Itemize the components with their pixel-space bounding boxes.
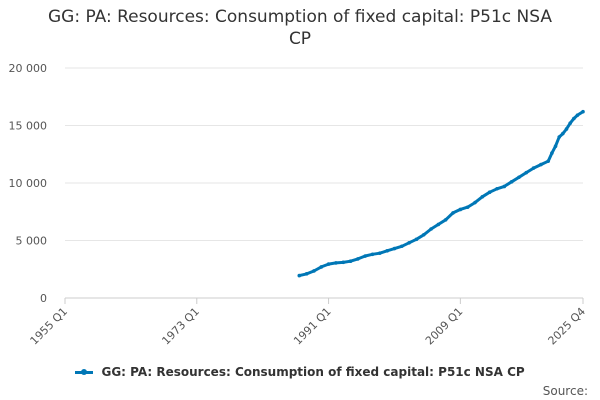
- x-tick-label: 1973 Q1: [159, 305, 202, 348]
- data-point[interactable]: [487, 190, 492, 194]
- data-point[interactable]: [557, 135, 562, 139]
- y-tick-label: 0: [40, 292, 47, 305]
- source-label: Source:: [542, 384, 588, 398]
- data-point[interactable]: [429, 227, 433, 231]
- data-point[interactable]: [399, 244, 404, 249]
- data-point[interactable]: [473, 200, 477, 205]
- data-point[interactable]: [312, 269, 316, 273]
- data-point[interactable]: [451, 211, 455, 215]
- data-point[interactable]: [304, 272, 309, 276]
- y-axis-tick-labels: 0 5 000 10 000 15 000 20 000: [9, 62, 48, 305]
- x-tick-label: 2009 Q1: [423, 305, 466, 348]
- legend-label: GG: PA: Resources: Consumption of fixed …: [101, 365, 525, 379]
- data-point[interactable]: [553, 144, 558, 148]
- data-point[interactable]: [495, 186, 499, 191]
- data-point[interactable]: [297, 273, 302, 278]
- data-point[interactable]: [575, 113, 580, 117]
- x-axis: 1955 Q1 1973 Q1 1991 Q1 2009 Q1 2025 Q4: [28, 297, 589, 348]
- data-point[interactable]: [572, 116, 576, 121]
- data-point[interactable]: [458, 207, 463, 212]
- data-point[interactable]: [517, 175, 521, 180]
- data-point[interactable]: [480, 195, 485, 199]
- data-point[interactable]: [348, 259, 353, 264]
- data-point[interactable]: [502, 184, 507, 189]
- data-point[interactable]: [436, 222, 441, 227]
- data-point[interactable]: [385, 249, 389, 253]
- y-tick-label: 5 000: [16, 235, 48, 248]
- y-tick-label: 20 000: [9, 62, 48, 75]
- data-point[interactable]: [319, 265, 324, 269]
- chart-title: GG: PA: Resources: Consumption of fixed …: [0, 6, 600, 50]
- data-point[interactable]: [392, 246, 397, 251]
- series-line[interactable]: [297, 110, 585, 278]
- data-point[interactable]: [509, 180, 514, 184]
- x-tick-label: 1955 Q1: [28, 305, 71, 348]
- data-point[interactable]: [524, 170, 529, 175]
- data-point[interactable]: [465, 205, 470, 209]
- legend-swatch-icon: [75, 369, 94, 375]
- data-point[interactable]: [546, 159, 551, 163]
- data-point[interactable]: [539, 162, 543, 167]
- data-point[interactable]: [421, 232, 426, 237]
- data-point[interactable]: [370, 252, 375, 257]
- data-point[interactable]: [341, 260, 346, 265]
- data-point[interactable]: [326, 262, 331, 266]
- legend[interactable]: GG: PA: Resources: Consumption of fixed …: [0, 365, 600, 379]
- x-tick-label: 1991 Q1: [291, 305, 334, 348]
- data-point[interactable]: [443, 218, 448, 222]
- chart-title-line-1: GG: PA: Resources: Consumption of fixed …: [47, 7, 553, 27]
- data-point[interactable]: [550, 151, 554, 155]
- data-point[interactable]: [561, 131, 565, 136]
- data-point[interactable]: [356, 257, 360, 261]
- data-point[interactable]: [334, 261, 338, 265]
- gridlines: [65, 67, 583, 241]
- y-tick-label: 15 000: [9, 120, 48, 133]
- data-point[interactable]: [531, 166, 536, 170]
- y-tick-label: 10 000: [9, 177, 48, 190]
- chart-title-line-2: CP: [288, 29, 312, 49]
- data-point[interactable]: [407, 241, 411, 245]
- data-point[interactable]: [564, 127, 569, 131]
- data-point[interactable]: [378, 251, 382, 255]
- data-point[interactable]: [581, 109, 585, 114]
- data-point[interactable]: [414, 237, 419, 242]
- series-group: [297, 109, 585, 278]
- x-tick-label: 2025 Q4: [546, 305, 589, 348]
- data-point[interactable]: [363, 254, 367, 258]
- data-point[interactable]: [568, 121, 572, 125]
